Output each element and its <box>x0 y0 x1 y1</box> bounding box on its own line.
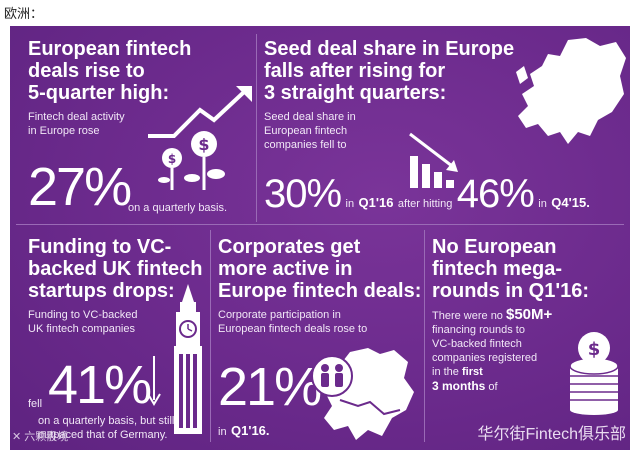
body-line: companies registered <box>432 352 538 364</box>
panel-2-headline: Seed deal share in Europe falls after ri… <box>264 38 624 104</box>
body-line: in Europe rose <box>28 125 100 137</box>
panel-1-body: Fintech deal activity in Europe rose <box>28 110 254 138</box>
panel-deals-rise: European fintech deals rise to 5-quarter… <box>28 38 254 222</box>
declining-bars-icon <box>409 132 458 188</box>
headline-line: more active in <box>218 258 353 280</box>
panel-1-big-number: 27% <box>28 157 132 217</box>
page-caption: 欧洲： <box>4 7 44 22</box>
divider-vertical-top <box>256 34 257 222</box>
panel-4-body: Corporate participation in European fint… <box>218 308 422 336</box>
emphasis-text: first <box>461 366 483 378</box>
infographic-board: European fintech deals rise to 5-quarter… <box>10 26 630 450</box>
panel-seed-share: Seed deal share in Europe falls after ri… <box>264 38 624 222</box>
panel-5-headline: No European fintech mega- rounds in Q1'1… <box>432 236 624 302</box>
headline-line: falls after rising for <box>264 60 446 82</box>
body-line: European fintech deals rose to <box>218 323 368 335</box>
divider-vertical-bottom-2 <box>424 230 425 442</box>
fell-label: fell <box>28 398 43 410</box>
europe-map-icon <box>516 38 626 144</box>
panel-4-quarter: in Q1'16. <box>218 422 270 440</box>
panel-3-body: Funding to VC-backed UK fintech companie… <box>28 308 210 336</box>
panel-2-body: Seed deal share in European fintech comp… <box>264 110 624 152</box>
body-line: financing rounds to <box>432 324 525 336</box>
body-line: companies fell to <box>264 139 347 151</box>
headline-line: Europe fintech deals: <box>218 280 422 302</box>
headline-line: fintech mega- <box>432 258 563 280</box>
panel-3-tail: on a quarterly basis, but still outpaced… <box>38 414 174 442</box>
body-text: of <box>488 381 498 393</box>
body-line: outpaced that of Germany. <box>38 429 168 441</box>
body-line: European fintech <box>264 125 348 137</box>
panel-1-headline: European fintech deals rise to 5-quarter… <box>28 38 254 104</box>
first-line: in the first <box>432 365 624 379</box>
watermark-left: ✕ 六颗骰境 <box>12 431 69 443</box>
panel-uk-funding: Funding to VC- backed UK fintech startup… <box>28 236 210 442</box>
down-arrow-icon <box>147 356 161 406</box>
body-line: Seed deal share in <box>264 111 356 123</box>
headline-line: No European <box>432 236 557 258</box>
headline-line: 3 straight quarters: <box>264 82 447 104</box>
body-line: VC-backed fintech <box>432 338 522 350</box>
panel-4-headline: Corporates get more active in Europe fin… <box>218 236 422 302</box>
body-line: Corporate participation in <box>218 309 341 321</box>
body-line: on a quarterly basis, but still <box>38 415 175 427</box>
divider-horizontal <box>16 224 624 225</box>
watermark-right: 华尔街Fintech俱乐部 <box>477 426 626 443</box>
in-label: in <box>218 426 227 438</box>
headline-line: 5-quarter high: <box>28 82 170 104</box>
quarter-label: Q4'15. <box>551 195 590 210</box>
in-label: in <box>345 198 355 210</box>
panel-3-headline: Funding to VC- backed UK fintech startup… <box>28 236 210 302</box>
panel-5-body: There were no $50M+ financing rounds to … <box>432 306 624 394</box>
headline-line: Seed deal share in Europe <box>264 38 515 60</box>
body-text: in the <box>432 366 459 378</box>
headline-line: European fintech <box>28 38 192 60</box>
headline-line: Corporates get <box>218 236 361 258</box>
panel-4-big-number: 21% <box>218 357 322 417</box>
headline-line: Funding to VC- <box>28 236 172 258</box>
emphasis-text: 3 months <box>432 379 486 393</box>
seed-share-q4: 46% <box>456 172 535 216</box>
body-line: Funding to VC-backed <box>28 309 138 321</box>
coin-stack-icon: $ <box>569 332 619 415</box>
body-text: There were no <box>432 310 503 322</box>
in-label: in <box>538 198 547 210</box>
months-line: 3 months of <box>432 379 624 394</box>
headline-line: startups drops: <box>28 280 175 302</box>
svg-text:$: $ <box>198 135 209 154</box>
seed-share-q1: 30% <box>264 172 342 216</box>
headline-line: rounds in Q1'16: <box>432 280 590 302</box>
no-amount-line: There were no $50M+ <box>432 306 624 323</box>
quarter-label: Q1'16 <box>358 195 394 210</box>
growth-plant-icon: $ $ <box>148 86 252 190</box>
quarter-label: Q1'16. <box>231 423 270 438</box>
amount-label: $50M+ <box>506 306 553 323</box>
panel-2-stat-row: 30% in Q1'16 after hitting 46% in Q4'15. <box>264 174 590 214</box>
svg-text:$: $ <box>168 152 176 166</box>
body-line: Fintech deal activity <box>28 111 125 123</box>
after-label: after hitting <box>397 198 453 210</box>
big-ben-icon <box>174 284 202 434</box>
panel-1-tail: on a quarterly basis. <box>128 202 228 214</box>
headline-line: deals rise to <box>28 60 145 82</box>
panel-3-big-number: 41% <box>48 355 152 415</box>
panel-mega-rounds: No European fintech mega- rounds in Q1'1… <box>432 236 624 442</box>
panel-corporates: Corporates get more active in Europe fin… <box>218 236 422 442</box>
body-line: UK fintech companies <box>28 323 135 335</box>
europe-people-map-icon <box>311 348 414 440</box>
svg-text:$: $ <box>588 339 601 360</box>
divider-vertical-bottom-1 <box>210 230 211 442</box>
headline-line: backed UK fintech <box>28 258 203 280</box>
